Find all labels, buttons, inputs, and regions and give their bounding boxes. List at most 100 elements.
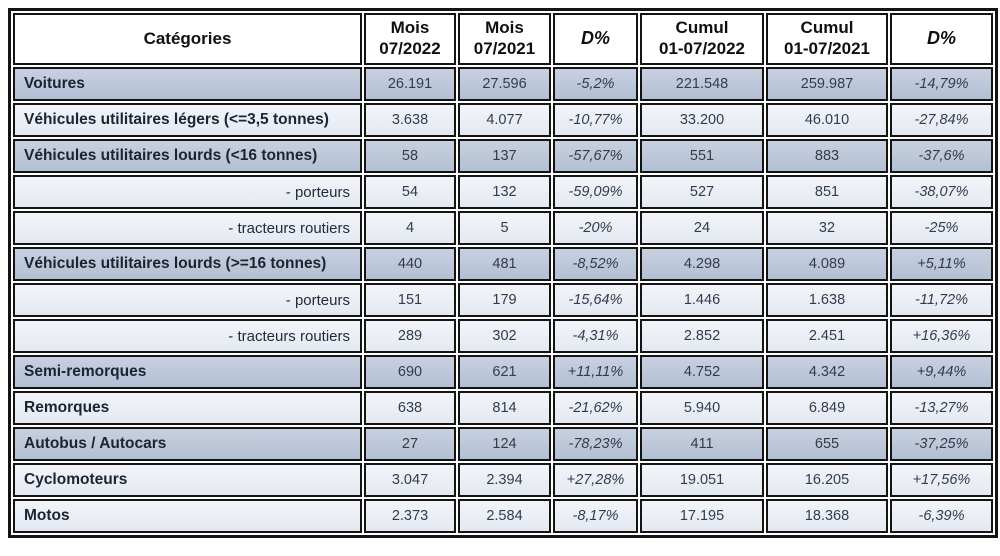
delta-cumul-cell: -13,27% — [890, 391, 993, 425]
category-cell: Véhicules utilitaires légers (<=3,5 tonn… — [13, 103, 362, 137]
mois-2022-cell: 58 — [364, 139, 456, 173]
delta-cumul-cell: -38,07% — [890, 175, 993, 209]
table-row: Véhicules utilitaires lourds (<16 tonnes… — [13, 139, 993, 173]
cumul-2022-cell: 4.298 — [640, 247, 764, 281]
delta-mois-cell: -8,52% — [553, 247, 638, 281]
column-header-cumul-01-07-2022: Cumul 01-07/2022 — [640, 13, 764, 65]
header-line-07-2021: 07/2021 — [473, 39, 536, 58]
delta-cumul-cell: -27,84% — [890, 103, 993, 137]
delta-mois-cell: -5,2% — [553, 67, 638, 101]
mois-2021-cell: 814 — [458, 391, 551, 425]
cumul-2022-cell: 5.940 — [640, 391, 764, 425]
table-body: Voitures 26.191 27.596 -5,2% 221.548 259… — [13, 67, 993, 533]
category-cell: Autobus / Autocars — [13, 427, 362, 461]
table-row: Cyclomoteurs 3.047 2.394 +27,28% 19.051 … — [13, 463, 993, 497]
column-header-mois-07-2021: Mois 07/2021 — [458, 13, 551, 65]
mois-2021-cell: 621 — [458, 355, 551, 389]
category-cell: Cyclomoteurs — [13, 463, 362, 497]
delta-mois-cell: -20% — [553, 211, 638, 245]
cumul-2021-cell: 883 — [766, 139, 888, 173]
category-cell: Véhicules utilitaires lourds (>=16 tonne… — [13, 247, 362, 281]
category-cell: Voitures — [13, 67, 362, 101]
table-row: - tracteurs routiers 4 5 -20% 24 32 -25% — [13, 211, 993, 245]
table-row: Remorques 638 814 -21,62% 5.940 6.849 -1… — [13, 391, 993, 425]
mois-2021-cell: 302 — [458, 319, 551, 353]
delta-cumul-cell: -37,6% — [890, 139, 993, 173]
delta-cumul-cell: -14,79% — [890, 67, 993, 101]
category-cell: - porteurs — [13, 175, 362, 209]
delta-cumul-cell: +5,11% — [890, 247, 993, 281]
cumul-2022-cell: 411 — [640, 427, 764, 461]
delta-cumul-cell: +17,56% — [890, 463, 993, 497]
mois-2022-cell: 54 — [364, 175, 456, 209]
table-row: Véhicules utilitaires lourds (>=16 tonne… — [13, 247, 993, 281]
mois-2022-cell: 4 — [364, 211, 456, 245]
column-header-delta-cumul: D% — [890, 13, 993, 65]
header-line-01-07-2022: 01-07/2022 — [658, 39, 746, 58]
cumul-2022-cell: 2.852 — [640, 319, 764, 353]
cumul-2021-cell: 259.987 — [766, 67, 888, 101]
category-cell: Semi-remorques — [13, 355, 362, 389]
cumul-2022-cell: 527 — [640, 175, 764, 209]
table-row: Autobus / Autocars 27 124 -78,23% 411 65… — [13, 427, 993, 461]
delta-mois-cell: -10,77% — [553, 103, 638, 137]
header-line-mois: Mois — [390, 18, 430, 38]
cumul-2021-cell: 32 — [766, 211, 888, 245]
cumul-2022-cell: 33.200 — [640, 103, 764, 137]
mois-2022-cell: 151 — [364, 283, 456, 317]
table-row: - tracteurs routiers 289 302 -4,31% 2.85… — [13, 319, 993, 353]
mois-2021-cell: 5 — [458, 211, 551, 245]
delta-mois-cell: -57,67% — [553, 139, 638, 173]
mois-2022-cell: 289 — [364, 319, 456, 353]
cumul-2021-cell: 655 — [766, 427, 888, 461]
mois-2021-cell: 27.596 — [458, 67, 551, 101]
delta-mois-cell: -78,23% — [553, 427, 638, 461]
delta-mois-cell: -21,62% — [553, 391, 638, 425]
cumul-2022-cell: 221.548 — [640, 67, 764, 101]
category-cell: Motos — [13, 499, 362, 533]
table-row: Motos 2.373 2.584 -8,17% 17.195 18.368 -… — [13, 499, 993, 533]
category-cell: Véhicules utilitaires lourds (<16 tonnes… — [13, 139, 362, 173]
cumul-2021-cell: 4.342 — [766, 355, 888, 389]
cumul-2022-cell: 19.051 — [640, 463, 764, 497]
mois-2021-cell: 4.077 — [458, 103, 551, 137]
category-cell: - tracteurs routiers — [13, 319, 362, 353]
table-row: Voitures 26.191 27.596 -5,2% 221.548 259… — [13, 67, 993, 101]
mois-2022-cell: 3.638 — [364, 103, 456, 137]
cumul-2021-cell: 46.010 — [766, 103, 888, 137]
column-header-delta-mois: D% — [553, 13, 638, 65]
category-cell: Remorques — [13, 391, 362, 425]
mois-2022-cell: 26.191 — [364, 67, 456, 101]
category-cell: - porteurs — [13, 283, 362, 317]
mois-2022-cell: 690 — [364, 355, 456, 389]
mois-2021-cell: 132 — [458, 175, 551, 209]
header-line-cumul: Cumul — [800, 18, 854, 38]
cumul-2021-cell: 2.451 — [766, 319, 888, 353]
table-row: - porteurs 54 132 -59,09% 527 851 -38,07… — [13, 175, 993, 209]
header-row: Catégories Mois 07/2022 Mois 07/2021 D% … — [13, 13, 993, 65]
delta-mois-cell: +27,28% — [553, 463, 638, 497]
cumul-2022-cell: 24 — [640, 211, 764, 245]
cumul-2021-cell: 16.205 — [766, 463, 888, 497]
mois-2022-cell: 440 — [364, 247, 456, 281]
delta-cumul-cell: -37,25% — [890, 427, 993, 461]
cumul-2021-cell: 1.638 — [766, 283, 888, 317]
mois-2021-cell: 2.584 — [458, 499, 551, 533]
delta-mois-cell: -8,17% — [553, 499, 638, 533]
delta-cumul-cell: +9,44% — [890, 355, 993, 389]
mois-2022-cell: 27 — [364, 427, 456, 461]
mois-2022-cell: 2.373 — [364, 499, 456, 533]
delta-cumul-cell: -6,39% — [890, 499, 993, 533]
delta-mois-cell: -4,31% — [553, 319, 638, 353]
table-row: Semi-remorques 690 621 +11,11% 4.752 4.3… — [13, 355, 993, 389]
cumul-2022-cell: 551 — [640, 139, 764, 173]
column-header-mois-07-2022: Mois 07/2022 — [364, 13, 456, 65]
mois-2021-cell: 137 — [458, 139, 551, 173]
delta-mois-cell: -15,64% — [553, 283, 638, 317]
cumul-2021-cell: 18.368 — [766, 499, 888, 533]
mois-2021-cell: 179 — [458, 283, 551, 317]
mois-2021-cell: 2.394 — [458, 463, 551, 497]
mois-2021-cell: 481 — [458, 247, 551, 281]
delta-cumul-cell: +16,36% — [890, 319, 993, 353]
